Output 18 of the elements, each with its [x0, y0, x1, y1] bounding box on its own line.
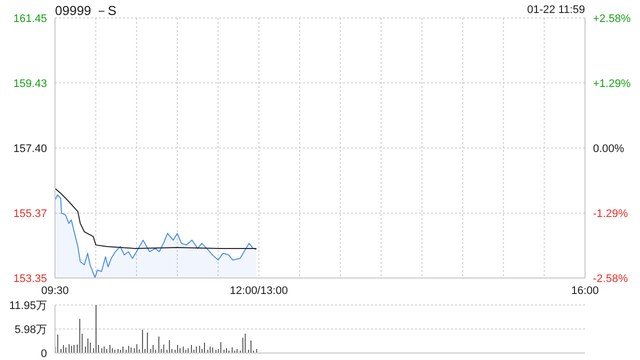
x-tick-label: 12:00/13:00 — [230, 284, 288, 297]
x-tick-label: 16:00 — [571, 284, 599, 297]
y-tick-label: 161.45 — [13, 13, 47, 25]
y-tick-label: 155.37 — [13, 208, 47, 220]
y2-tick-label: -2.58% — [593, 273, 628, 285]
text: 01-22 11:59 — [527, 4, 585, 16]
y2-tick-label: 0.00% — [593, 143, 624, 155]
y2-tick-label: +2.58% — [593, 13, 631, 25]
y-tick-label: 159.43 — [13, 78, 47, 90]
y-tick-label: 153.35 — [13, 273, 47, 285]
chart-title: 09999 －S — [55, 2, 116, 20]
y-tick-label: 11.95万 — [9, 300, 47, 312]
y2-tick-label: +1.29% — [593, 78, 631, 90]
x-tick-label: 09:30 — [41, 284, 69, 297]
y-tick-label: 157.40 — [13, 143, 47, 155]
y-tick-label: 5.98万 — [14, 324, 47, 336]
y2-tick-label: -1.29% — [593, 208, 628, 220]
y-tick-label: 0 — [40, 348, 47, 360]
